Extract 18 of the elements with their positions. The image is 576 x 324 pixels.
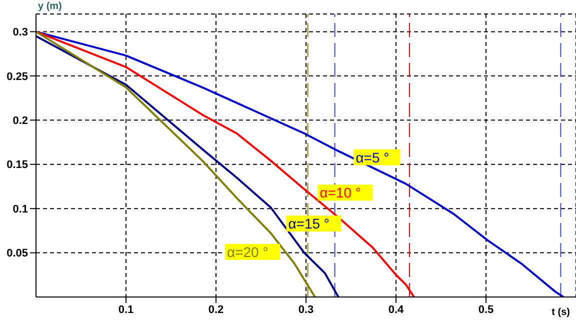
x-tick-label: 0.3 (298, 304, 314, 316)
x-tick-label: 0.2 (208, 304, 224, 316)
x-axis-title: t (s) (552, 307, 570, 318)
series-label: α=10 ° (320, 184, 362, 201)
y-tick-label: 0.15 (6, 159, 28, 172)
y-tick-label: 0.3 (12, 26, 28, 39)
y-tick-label: 0.25 (6, 70, 28, 83)
line-series (36, 30, 564, 297)
y-tick-label: 0.1 (12, 203, 28, 216)
x-tick-label: 0.5 (478, 304, 494, 316)
series-label: α=5 ° (356, 149, 390, 166)
series-label: α=20 ° (227, 244, 268, 260)
series-label: α=15 ° (288, 216, 330, 232)
y-axis-title: y (m) (38, 1, 62, 12)
y-tick-label: 0.2 (12, 115, 28, 128)
x-tick-label: 0.1 (118, 304, 134, 316)
y-tick-label: 0.05 (6, 248, 28, 260)
x-tick-label: 0.4 (388, 304, 405, 316)
